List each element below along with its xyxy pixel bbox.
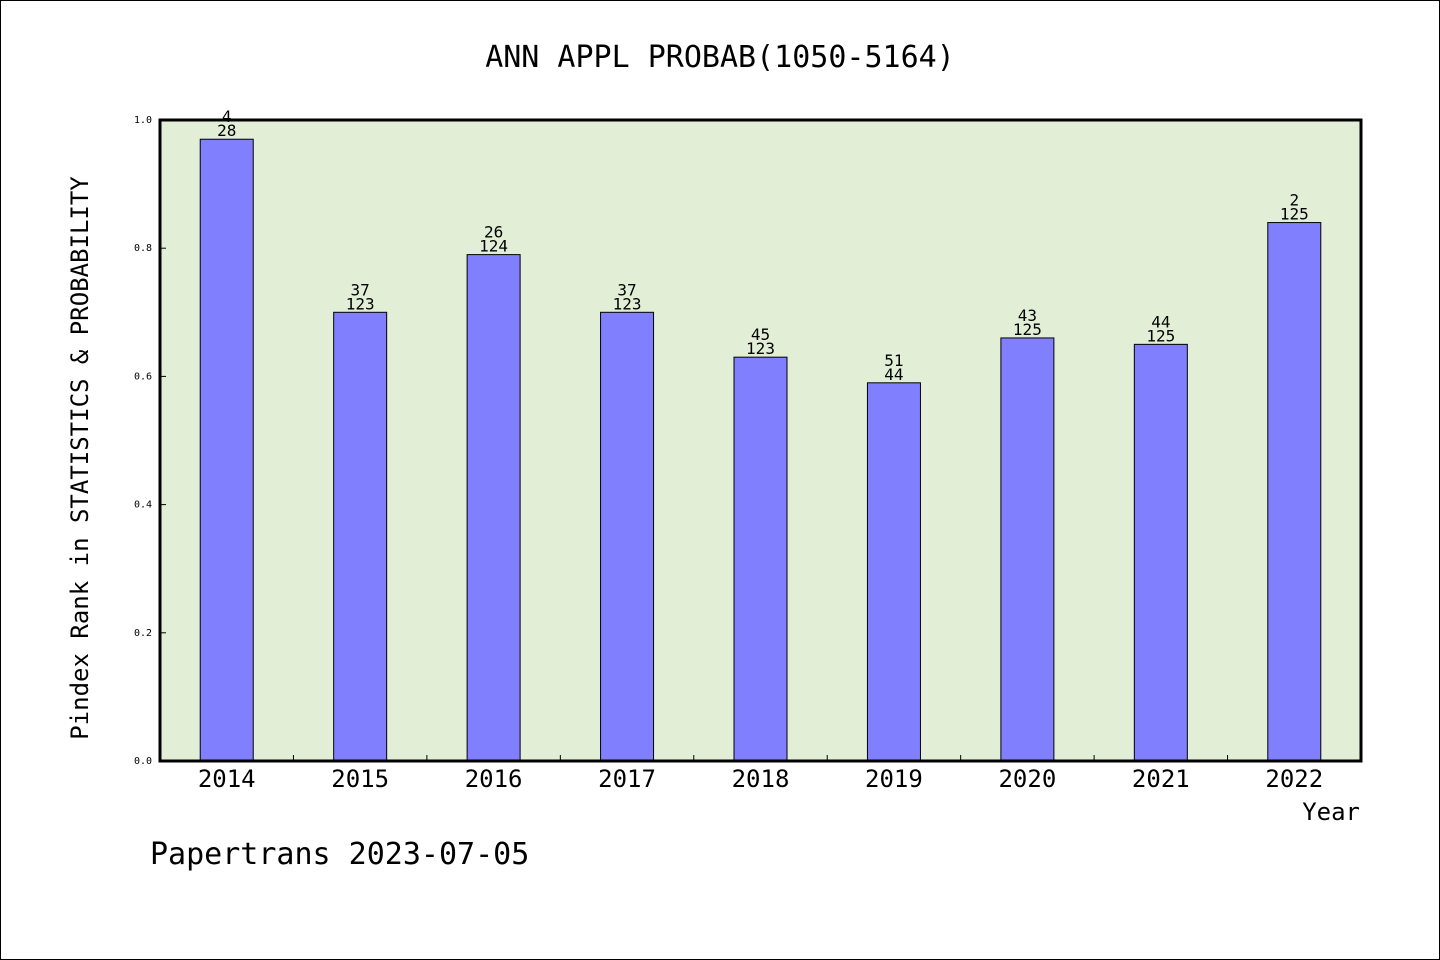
bar-labels: 2841233712426123371234544511254312544125… <box>217 107 1309 384</box>
bar-label-total: 28 <box>217 121 236 140</box>
x-tick-label: 2021 <box>1132 765 1190 793</box>
y-tick-label: 0.4 <box>134 500 152 511</box>
bar <box>1133 343 1188 762</box>
y-tick-label: 0.8 <box>134 243 152 254</box>
bar-label-total: 123 <box>613 294 642 313</box>
footer-watermark: Papertrans 2023-07-05 <box>150 837 529 872</box>
y-axis-label: Pindex Rank in STATISTICS & PROBABILITY <box>66 176 94 740</box>
bar <box>866 382 921 762</box>
bar <box>333 311 388 762</box>
bar-label-rank: 2 <box>1289 191 1299 210</box>
bar-label-total: 44 <box>884 365 903 384</box>
chart-title: ANN APPL PROBAB(1050-5164) <box>485 40 955 75</box>
bar-label-rank: 37 <box>351 280 370 299</box>
bar <box>733 356 788 762</box>
x-tick-label: 2022 <box>1265 765 1323 793</box>
bar <box>600 311 655 762</box>
bars <box>199 138 1322 762</box>
x-tick-label: 2016 <box>465 765 523 793</box>
y-tick-label: 0.6 <box>134 371 152 382</box>
y-tick-label: 0.0 <box>134 756 152 767</box>
bar-label-rank: 43 <box>1018 306 1037 325</box>
bar-label-total: 125 <box>1013 320 1042 339</box>
bar-label-total: 123 <box>746 339 775 358</box>
bar-label-total: 125 <box>1280 205 1309 224</box>
x-tick-label: 2017 <box>598 765 656 793</box>
plot-border <box>158 118 1363 763</box>
bar-label-total: 123 <box>346 294 375 313</box>
bar <box>466 254 521 762</box>
bar-label-rank: 51 <box>884 351 903 370</box>
y-tick-label: 0.2 <box>134 628 152 639</box>
x-axis: 2014 2015 2016 2017 2018 2019 2020 2021 2022 <box>198 755 1323 793</box>
y-tick-label: 1.0 <box>134 115 152 126</box>
x-tick-label: 2020 <box>998 765 1056 793</box>
bar-label-rank: 45 <box>751 325 770 344</box>
bar-label-rank: 44 <box>1151 312 1170 331</box>
bar <box>199 138 254 762</box>
x-tick-label: 2014 <box>198 765 256 793</box>
bar-label-rank: 37 <box>617 280 636 299</box>
x-axis-label: Year <box>1302 798 1360 826</box>
x-tick-label: 2018 <box>732 765 790 793</box>
x-tick-label: 2019 <box>865 765 923 793</box>
x-tick-label: 2015 <box>331 765 389 793</box>
bar-label-total: 125 <box>1146 326 1175 345</box>
bar <box>1000 337 1055 762</box>
bar-label-rank: 4 <box>222 107 232 126</box>
bar <box>1267 222 1322 762</box>
bar-label-total: 124 <box>479 237 508 256</box>
bar-label-rank: 26 <box>484 223 503 242</box>
